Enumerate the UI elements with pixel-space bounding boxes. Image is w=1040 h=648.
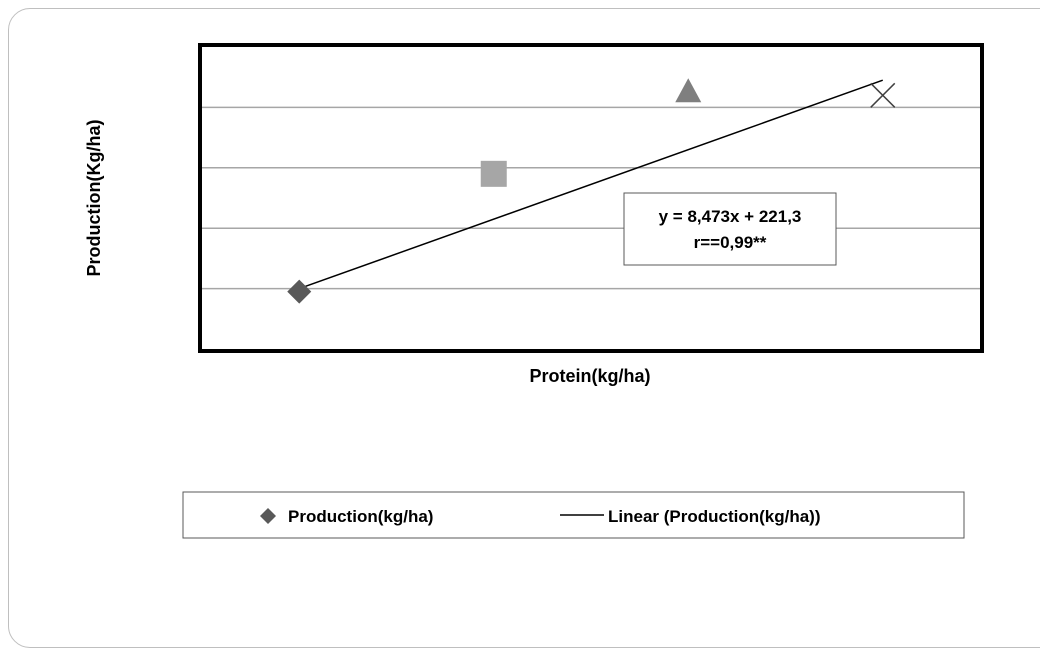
equation-text: y = 8,473x + 221,3 <box>659 207 802 226</box>
equation-box <box>623 192 837 266</box>
data-point-square <box>480 160 507 187</box>
data-points <box>287 78 896 304</box>
legend-diamond-marker <box>260 508 276 524</box>
chart: y = 8,473x + 221,3 r==0,99** Protein(kg/… <box>84 43 984 539</box>
correlation-text: r==0,99** <box>694 233 767 252</box>
legend-series-label: Production(kg/ha) <box>288 507 433 526</box>
data-point-x <box>870 82 896 108</box>
y-axis-title: Production(Kg/ha) <box>84 120 104 277</box>
data-point-triangle <box>675 78 702 103</box>
x-axis-title: Protein(kg/ha) <box>529 366 650 386</box>
plot-area-border <box>198 43 984 353</box>
trendline <box>298 79 884 290</box>
legend-trend-label: Linear (Production(kg/ha)) <box>608 507 821 526</box>
legend-box <box>182 491 965 539</box>
gridlines <box>202 106 980 290</box>
data-point-diamond <box>287 279 312 304</box>
